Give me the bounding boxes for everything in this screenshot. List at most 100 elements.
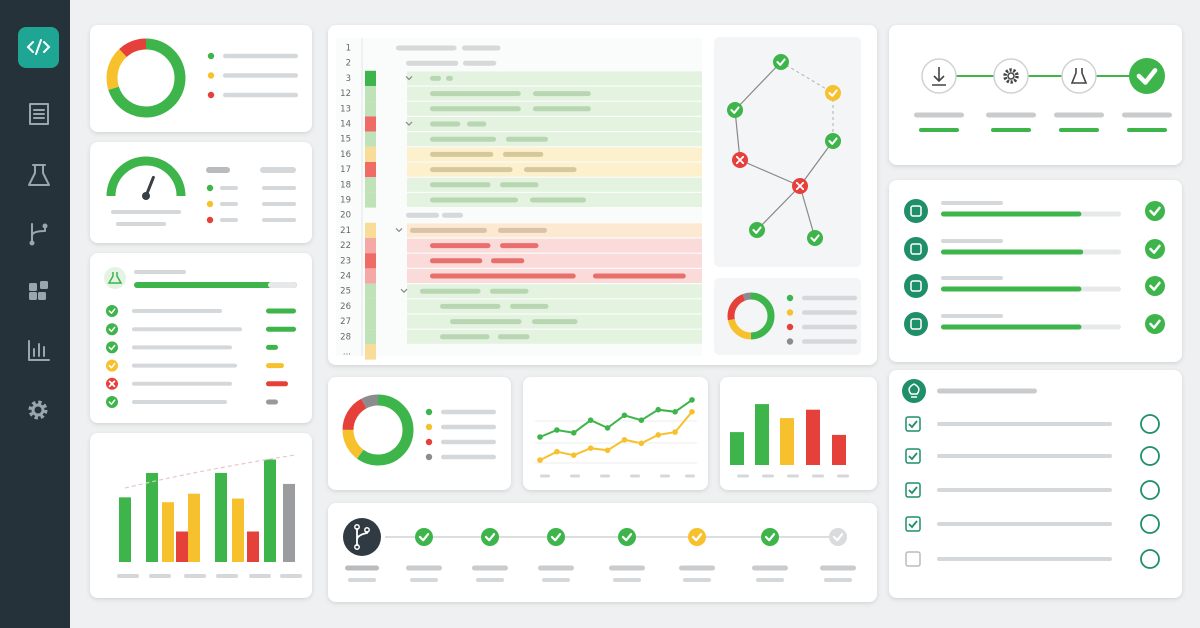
placeholder-text	[533, 106, 591, 112]
placeholder-text	[430, 167, 513, 173]
status-icon	[807, 230, 823, 246]
checkbox-tick	[908, 520, 918, 529]
checkbox[interactable]	[905, 416, 921, 432]
line-point	[672, 409, 678, 415]
checkbox[interactable]	[905, 551, 921, 567]
placeholder-text	[802, 295, 857, 301]
placeholder-text	[406, 60, 459, 66]
nav-icon-docs[interactable]	[29, 103, 49, 125]
progress-fill	[941, 211, 1082, 217]
placeholder-text	[117, 574, 139, 578]
status-icon	[106, 359, 118, 372]
bar	[146, 472, 158, 562]
graph-edge	[799, 140, 834, 187]
card	[90, 25, 312, 132]
bar	[215, 472, 227, 562]
code-line-highlight	[407, 253, 702, 268]
placeholder-text	[986, 112, 1036, 118]
line-number: 25	[340, 287, 351, 297]
code-line-highlight	[407, 223, 702, 238]
nav-icon-lab[interactable]	[28, 164, 50, 186]
nav-icon-blocks[interactable]	[40, 281, 48, 289]
checkbox-tick	[908, 486, 918, 495]
placeholder-text	[410, 578, 438, 582]
placeholder-text	[503, 151, 544, 157]
bar	[755, 404, 769, 465]
placeholder-text	[440, 303, 501, 309]
check-glyph	[832, 533, 844, 542]
row-icon	[904, 312, 928, 336]
placeholder-text	[820, 565, 856, 571]
nav-icon-code[interactable]	[26, 39, 51, 55]
gauge-track	[106, 156, 186, 197]
checkbox[interactable]	[905, 482, 921, 498]
status-bar	[266, 326, 296, 332]
line-number: 22	[340, 241, 351, 251]
placeholder-text	[510, 303, 549, 309]
placeholder-text	[570, 474, 580, 478]
nav-icon-stats[interactable]	[28, 340, 50, 361]
placeholder-text	[249, 574, 271, 578]
placeholder-text	[762, 474, 774, 478]
placeholder-text	[630, 474, 640, 478]
bar	[780, 418, 794, 465]
gutter-marker	[365, 131, 376, 147]
lab-icon	[104, 267, 126, 289]
status-bar	[266, 344, 278, 350]
placeholder-text	[220, 186, 238, 190]
line-number: 21	[340, 226, 351, 236]
placeholder-text	[420, 288, 481, 294]
placeholder-text	[937, 522, 1112, 526]
nav-icon-blocks[interactable]	[29, 292, 37, 300]
check-glyph	[828, 89, 838, 97]
line-point	[655, 432, 662, 438]
row-glyph	[910, 243, 922, 255]
placeholder-text	[600, 474, 610, 478]
placeholder-text	[430, 182, 491, 188]
placeholder-text	[787, 474, 799, 478]
status-icon	[749, 222, 765, 238]
line-point	[554, 427, 560, 433]
placeholder-text	[430, 197, 518, 203]
placeholder-text	[406, 565, 442, 571]
line-number: 16	[340, 150, 351, 160]
line-number: 26	[340, 302, 351, 312]
nav-icon-branch[interactable]	[31, 223, 46, 244]
branch-node	[364, 527, 370, 533]
nav-icon-settings[interactable]	[31, 403, 45, 417]
placeholder-text	[498, 334, 530, 340]
tool-icon	[1140, 446, 1160, 466]
gutter-marker	[365, 70, 376, 86]
gutter-marker	[365, 268, 376, 284]
status-icon	[618, 528, 636, 546]
placeholder-text	[430, 75, 441, 81]
line-point	[689, 409, 695, 415]
placeholder-text	[441, 454, 496, 460]
check-glyph	[108, 362, 116, 369]
nav-icon-branch-node[interactable]	[29, 240, 35, 246]
gauge-hub	[142, 192, 150, 200]
placeholder-text	[134, 270, 186, 274]
check-glyph	[108, 326, 116, 333]
line-number: 1	[346, 44, 351, 54]
placeholder-text	[500, 182, 539, 188]
graph-edge	[756, 185, 801, 231]
line-number: 17	[340, 165, 351, 175]
placeholder-text	[463, 60, 497, 66]
progress-fill	[941, 249, 1084, 255]
legend-dot	[786, 323, 794, 331]
placeholder-text	[530, 197, 586, 203]
checkbox[interactable]	[905, 516, 921, 532]
bar	[832, 434, 846, 465]
nav-icon-settings[interactable]	[28, 400, 48, 420]
check-glyph	[764, 533, 776, 542]
nav-icon-blocks[interactable]	[29, 283, 37, 291]
placeholder-text	[941, 314, 1003, 318]
line-point	[621, 412, 628, 419]
placeholder-text	[441, 439, 496, 445]
nav-icon-branch-node[interactable]	[42, 223, 48, 229]
nav-icon-blocks[interactable]	[38, 292, 46, 300]
checkbox[interactable]	[905, 448, 921, 464]
check-glyph	[550, 533, 562, 542]
line-number: 14	[340, 120, 351, 130]
